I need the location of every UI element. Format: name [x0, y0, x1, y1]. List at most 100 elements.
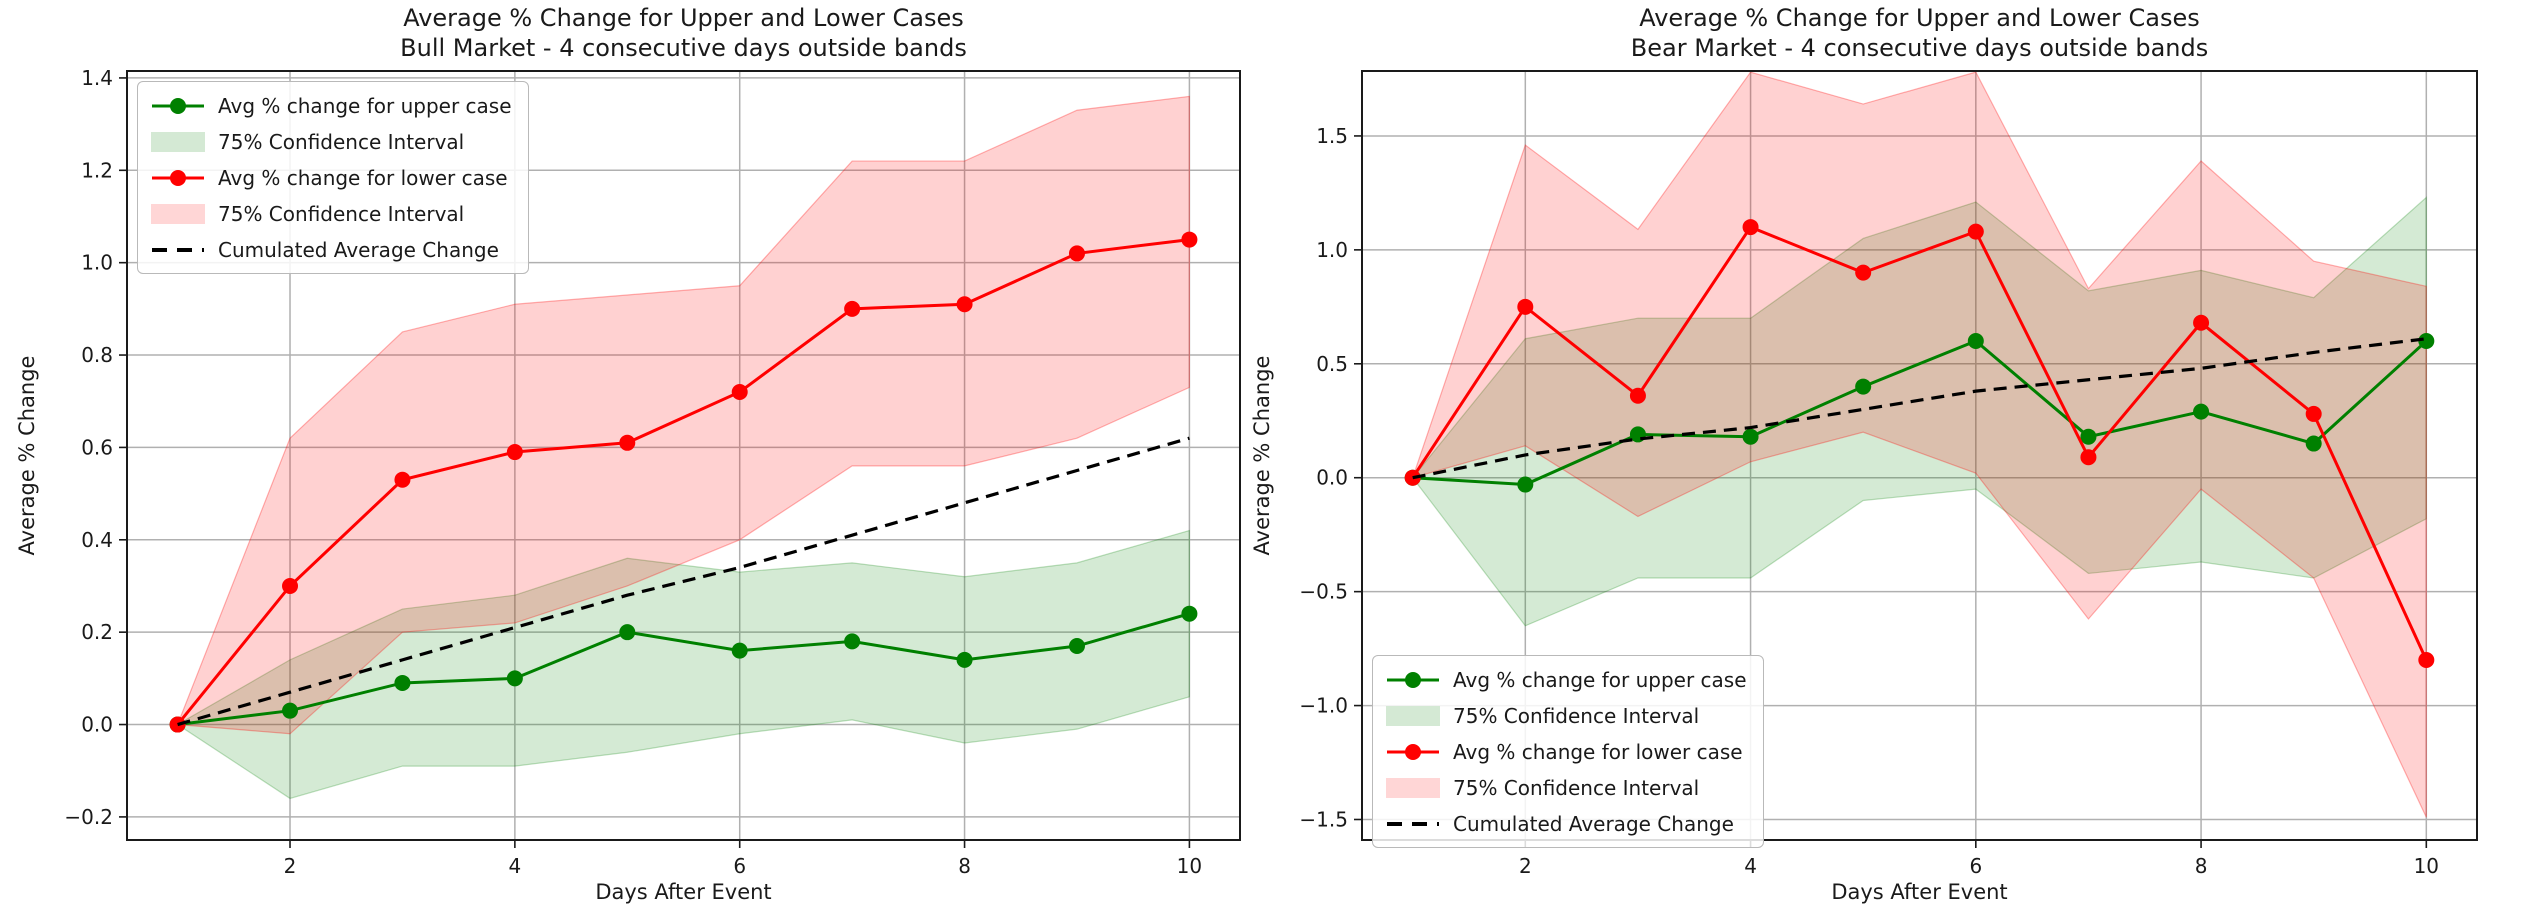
- black-line-swatch-icon: [150, 238, 206, 262]
- tick-labels: −0.2 0.0 0.2 0.4 0.6 0.8 1.0 1.2 1.4 2 4 6 8 10: [64, 66, 1202, 878]
- data-point: [282, 577, 299, 594]
- legend-item: Cumulated Average Change: [1385, 810, 1747, 837]
- x-tick-label: 6: [733, 854, 746, 878]
- legend-item: 75% Confidence Interval: [150, 200, 512, 227]
- legend-item: 75% Confidence Interval: [150, 128, 512, 155]
- upper-case-line: [1404, 333, 2435, 493]
- green-confidence-band: [1411, 196, 2427, 627]
- data-point: [282, 702, 299, 719]
- legend-item: Avg % change for upper case: [1385, 666, 1747, 693]
- x-tick-label: 4: [1744, 854, 1757, 878]
- data-point: [1855, 378, 1872, 395]
- green-band-swatch-icon: [150, 130, 206, 154]
- y-tick-label: −1.0: [1299, 694, 1348, 718]
- y-tick-label: −0.5: [1299, 580, 1348, 604]
- chart-title: Average % Change for Upper and Lower Cas…: [403, 4, 964, 32]
- legend-label: Avg % change for upper case: [218, 93, 512, 118]
- data-point: [2193, 314, 2210, 331]
- legend-item: Avg % change for lower case: [150, 164, 512, 191]
- data-point: [2305, 435, 2322, 452]
- tick-labels: −1.5 −1.0 −0.5 0.0 0.5 1.0 1.5 2 4 6 8 10: [1299, 124, 2439, 878]
- green-line-swatch-icon: [150, 94, 206, 118]
- red-band-swatch-icon: [150, 202, 206, 226]
- x-axis-label: Days After Event: [595, 880, 771, 904]
- data-point: [1181, 231, 1198, 248]
- chart-bear: −1.5 −1.0 −0.5 0.0 0.5 1.0 1.5 2 4 6 8 10 Average % …: [1250, 4, 2478, 904]
- y-tick-label: 0.2: [81, 620, 113, 644]
- y-tick-label: 1.0: [81, 251, 113, 275]
- y-tick-label: 0.8: [81, 343, 113, 367]
- y-tick-label: 1.2: [81, 158, 113, 182]
- legend-label: 75% Confidence Interval: [218, 201, 465, 226]
- x-tick-label: 10: [1177, 854, 1202, 878]
- data-point: [2418, 651, 2435, 668]
- y-tick-label: 1.0: [1316, 238, 1348, 262]
- legend-item: Avg % change for upper case: [150, 92, 512, 119]
- red-line-swatch-icon: [150, 166, 206, 190]
- chart-subtitle: Bear Market - 4 consecutive days outside…: [1631, 34, 2208, 62]
- data-point: [506, 444, 523, 461]
- legend-item: 75% Confidence Interval: [1385, 774, 1747, 801]
- x-tick-label: 8: [2195, 854, 2208, 878]
- red-band-swatch-icon: [1385, 776, 1441, 800]
- y-axis-label: Average % Change: [15, 356, 39, 556]
- legend-label: Avg % change for upper case: [1453, 667, 1747, 692]
- y-tick-label: −0.2: [64, 805, 113, 829]
- red-confidence-band: [1411, 71, 2427, 818]
- data-point: [844, 300, 861, 317]
- x-tick-label: 2: [1519, 854, 1532, 878]
- data-point: [956, 651, 973, 668]
- y-tick-label: 1.5: [1316, 124, 1348, 148]
- data-point: [1967, 223, 1984, 240]
- data-point: [1967, 333, 1984, 350]
- y-tick-label: 1.4: [81, 66, 113, 90]
- chart-title: Average % Change for Upper and Lower Cas…: [1639, 4, 2200, 32]
- data-point: [2305, 405, 2322, 422]
- black-line-swatch-icon: [1385, 812, 1441, 836]
- green-line-swatch-icon: [1385, 668, 1441, 692]
- data-point: [394, 471, 411, 488]
- x-tick-label: 6: [1969, 854, 1982, 878]
- data-point: [394, 674, 411, 691]
- data-point: [2080, 428, 2097, 445]
- data-point: [1855, 264, 1872, 281]
- legend-item: 75% Confidence Interval: [1385, 702, 1747, 729]
- y-tick-label: 0.6: [81, 435, 113, 459]
- axes-frame: [1361, 70, 2478, 841]
- legend-item: Cumulated Average Change: [150, 236, 512, 263]
- legend-bull: Avg % change for upper case 75% Confidenc…: [137, 81, 529, 274]
- data-point: [1181, 605, 1198, 622]
- x-tick-label: 4: [508, 854, 521, 878]
- x-axis-label: Days After Event: [1831, 880, 2007, 904]
- data-point: [1517, 476, 1534, 493]
- cumulated-average-line: [1412, 337, 2427, 480]
- data-point: [619, 624, 636, 641]
- legend-item: Avg % change for lower case: [1385, 738, 1747, 765]
- y-tick-label: 0.5: [1316, 352, 1348, 376]
- data-point: [506, 670, 523, 687]
- y-tick-label: −1.5: [1299, 807, 1348, 831]
- cumulated-average-line: [177, 436, 1190, 727]
- x-tick-label: 10: [2414, 854, 2439, 878]
- data-point: [2418, 333, 2435, 350]
- data-point: [731, 642, 748, 659]
- data-point: [1068, 638, 1085, 655]
- y-tick-label: 0.0: [81, 713, 113, 737]
- data-point: [1742, 428, 1759, 445]
- x-tick-label: 2: [284, 854, 297, 878]
- lower-case-line: [169, 231, 1198, 733]
- legend-label: Avg % change for lower case: [1453, 739, 1743, 764]
- legend-label: 75% Confidence Interval: [1453, 775, 1700, 800]
- data-point: [731, 383, 748, 400]
- y-tick-label: 0.4: [81, 528, 113, 552]
- data-point: [956, 296, 973, 313]
- legend-label: 75% Confidence Interval: [218, 129, 465, 154]
- lower-case-line: [1404, 219, 2435, 668]
- data-point: [1068, 245, 1085, 262]
- x-tick-label: 8: [958, 854, 971, 878]
- red-line-swatch-icon: [1385, 740, 1441, 764]
- green-band-swatch-icon: [1385, 704, 1441, 728]
- data-point: [2080, 449, 2097, 466]
- legend-label: Cumulated Average Change: [218, 237, 499, 262]
